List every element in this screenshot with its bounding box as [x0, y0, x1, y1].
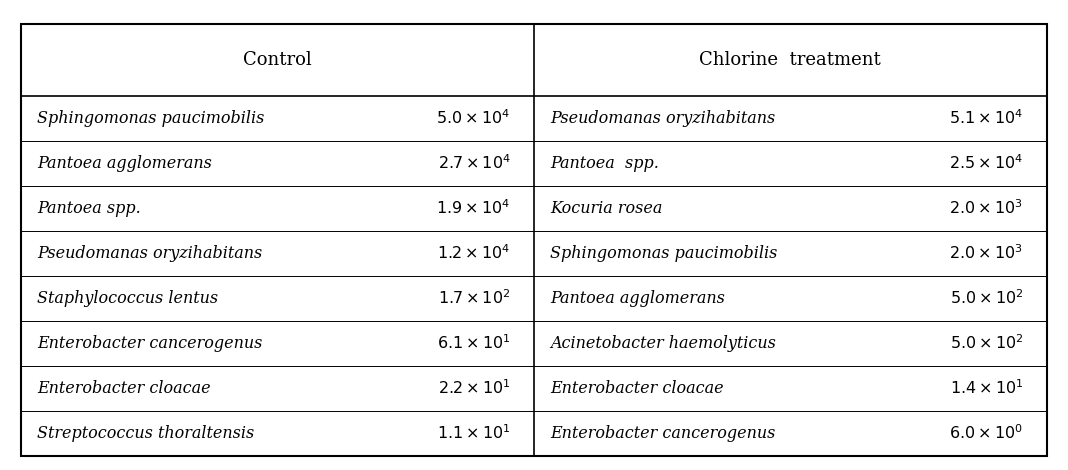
- Text: $1.4\times10^{1}$: $1.4\times10^{1}$: [949, 379, 1023, 398]
- Text: $2.2\times10^{1}$: $2.2\times10^{1}$: [438, 379, 511, 398]
- Text: Pseudomanas oryzihabitans: Pseudomanas oryzihabitans: [550, 110, 775, 127]
- Text: Control: Control: [244, 51, 312, 69]
- Text: $5.0\times10^{2}$: $5.0\times10^{2}$: [949, 334, 1023, 353]
- Text: Acinetobacter haemolyticus: Acinetobacter haemolyticus: [550, 335, 775, 352]
- Text: Pantoea agglomerans: Pantoea agglomerans: [37, 155, 213, 172]
- Text: $2.5\times10^{4}$: $2.5\times10^{4}$: [949, 155, 1023, 173]
- Text: Enterobacter cancerogenus: Enterobacter cancerogenus: [37, 335, 263, 352]
- Text: $1.2\times10^{4}$: $1.2\times10^{4}$: [437, 244, 511, 263]
- Text: Pantoea spp.: Pantoea spp.: [37, 200, 141, 217]
- Text: Enterobacter cancerogenus: Enterobacter cancerogenus: [550, 425, 775, 442]
- Text: Pseudomanas oryzihabitans: Pseudomanas oryzihabitans: [37, 245, 263, 262]
- Text: Sphingomonas paucimobilis: Sphingomonas paucimobilis: [37, 110, 265, 127]
- Text: $5.1\times10^{4}$: $5.1\times10^{4}$: [949, 110, 1023, 128]
- Text: $2.0\times10^{3}$: $2.0\times10^{3}$: [949, 244, 1023, 263]
- Text: Staphylococcus lentus: Staphylococcus lentus: [37, 290, 219, 307]
- Text: $6.0\times10^{0}$: $6.0\times10^{0}$: [949, 424, 1023, 443]
- Text: $1.1\times10^{1}$: $1.1\times10^{1}$: [437, 424, 511, 443]
- Text: Sphingomonas paucimobilis: Sphingomonas paucimobilis: [550, 245, 778, 262]
- Text: $2.7\times10^{4}$: $2.7\times10^{4}$: [438, 155, 511, 173]
- Text: Kocuria rosea: Kocuria rosea: [550, 200, 662, 217]
- Text: Chlorine  treatment: Chlorine treatment: [700, 51, 881, 69]
- Text: $5.0\times10^{4}$: $5.0\times10^{4}$: [437, 110, 511, 128]
- Text: $1.7\times10^{2}$: $1.7\times10^{2}$: [438, 289, 511, 308]
- Text: Streptococcus thoraltensis: Streptococcus thoraltensis: [37, 425, 254, 442]
- Text: Enterobacter cloacae: Enterobacter cloacae: [550, 380, 724, 397]
- Text: Pantoea  spp.: Pantoea spp.: [550, 155, 659, 172]
- Text: $1.9\times10^{4}$: $1.9\times10^{4}$: [437, 199, 511, 218]
- Text: Enterobacter cloacae: Enterobacter cloacae: [37, 380, 211, 397]
- Text: $6.1\times10^{1}$: $6.1\times10^{1}$: [437, 334, 511, 353]
- Text: $2.0\times10^{3}$: $2.0\times10^{3}$: [949, 199, 1023, 218]
- Text: Pantoea agglomerans: Pantoea agglomerans: [550, 290, 725, 307]
- Text: $5.0\times10^{2}$: $5.0\times10^{2}$: [949, 289, 1023, 308]
